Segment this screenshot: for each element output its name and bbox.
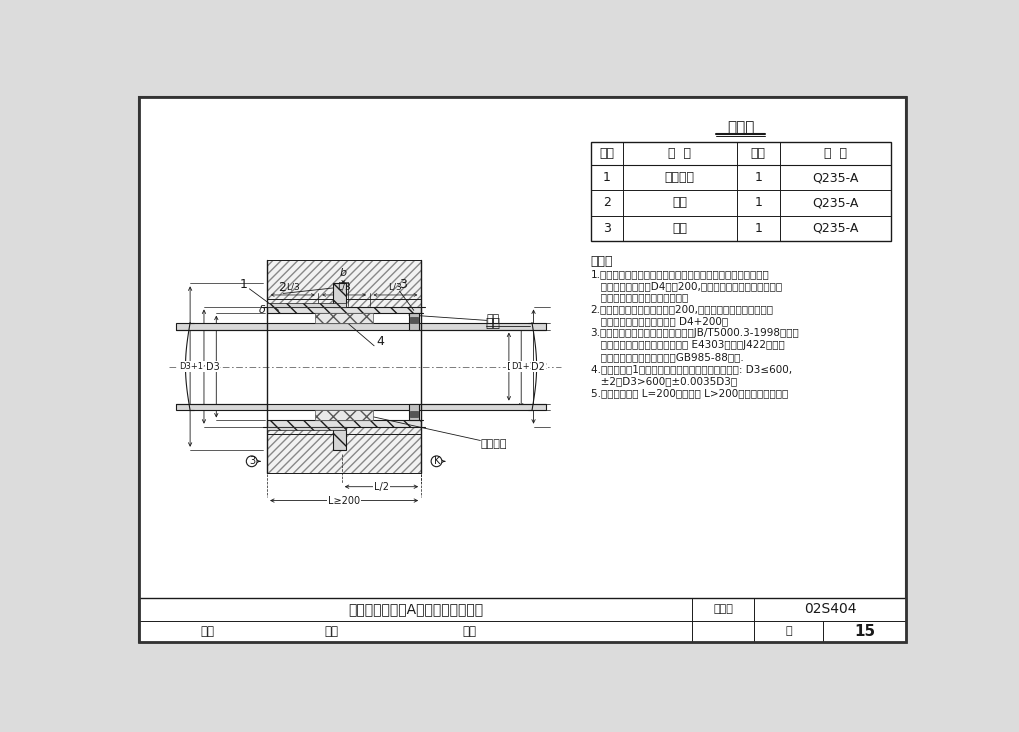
Text: 序号: 序号 (598, 147, 613, 160)
Text: 钢管: 钢管 (485, 318, 500, 330)
Text: 页: 页 (785, 627, 791, 636)
Bar (410, 317, 418, 323)
Text: 2: 2 (602, 196, 610, 209)
Text: 2: 2 (277, 281, 285, 294)
Text: 钢制套管: 钢制套管 (664, 171, 694, 184)
Bar (176, 403, 545, 411)
Text: D3+1~2: D3+1~2 (178, 362, 215, 371)
Text: 3.焊接结构尺寸公差与形位公差按照JB/T5000.3-1998执行．: 3.焊接结构尺寸公差与形位公差按照JB/T5000.3-1998执行． (590, 329, 799, 338)
Text: 4: 4 (376, 335, 384, 348)
Text: 石棉水泥: 石棉水泥 (480, 438, 506, 449)
Bar (315, 411, 372, 420)
Text: Q235-A: Q235-A (811, 196, 858, 209)
Text: 2.穿管处混凝土墙厚应不小于200,否则应使墙壁一边或两边加: 2.穿管处混凝土墙厚应不小于200,否则应使墙壁一边或两边加 (590, 305, 772, 315)
Text: 厚．加厚部分的直径至少为 D4+200．: 厚．加厚部分的直径至少为 D4+200． (590, 316, 727, 326)
Text: 焊接采用手工电弧焊，焊条型号 E4303，牌号J422．焊缝: 焊接采用手工电弧焊，焊条型号 E4303，牌号J422．焊缝 (590, 340, 784, 351)
Bar (315, 313, 372, 323)
Text: 材  料: 材 料 (823, 147, 846, 160)
Text: 设计: 设计 (463, 625, 476, 638)
Bar (267, 427, 346, 430)
Text: D1: D1 (506, 362, 520, 372)
Text: 3: 3 (602, 222, 610, 235)
Bar (267, 427, 421, 434)
Text: L/3: L/3 (285, 283, 300, 292)
Text: 图集号: 图集号 (712, 604, 733, 614)
Bar (140, 597, 905, 642)
Text: 材料表: 材料表 (727, 120, 754, 135)
Text: 3: 3 (250, 456, 256, 466)
Bar (409, 403, 419, 420)
Text: L/2: L/2 (374, 482, 388, 492)
Bar (267, 307, 421, 313)
Bar (267, 261, 421, 299)
Text: 5.套管的重量以 L=200计算，当 L>200时，应另行计算．: 5.套管的重量以 L=200计算，当 L>200时，应另行计算． (590, 388, 787, 398)
Text: 1: 1 (602, 171, 610, 184)
Text: L≥200: L≥200 (328, 496, 360, 506)
Text: 翼环: 翼环 (672, 196, 687, 209)
Text: 名  称: 名 称 (667, 147, 691, 160)
Text: δ: δ (259, 305, 265, 315)
Bar (409, 313, 419, 329)
Text: 15: 15 (853, 624, 874, 639)
Text: 1: 1 (754, 222, 761, 235)
Text: 02S404: 02S404 (803, 602, 855, 616)
Text: 内．套管内的填料应紧密捣实．: 内．套管内的填料应紧密捣实． (590, 293, 687, 302)
Text: L/3: L/3 (337, 283, 351, 292)
Text: 刚性防水套管（A型）安装图（一）: 刚性防水套管（A型）安装图（一） (347, 602, 483, 616)
Text: 校对: 校对 (324, 625, 337, 638)
Text: 3: 3 (399, 278, 407, 291)
Text: 审核: 审核 (201, 625, 215, 638)
Text: 4.当套管（件1）采用卷制成型时，周长允许偏差为: D3≤600,: 4.当套管（件1）采用卷制成型时，周长允许偏差为: D3≤600, (590, 365, 791, 374)
Bar (332, 427, 346, 449)
Text: 围应比翼环直径（D4）大200,而且必须将套管一次浇固于墙: 围应比翼环直径（D4）大200,而且必须将套管一次浇固于墙 (590, 281, 781, 291)
Text: D4: D4 (179, 362, 193, 372)
Bar (267, 420, 421, 427)
Text: 坡口的基本形式与尺寸按照GB985-88执行.: 坡口的基本形式与尺寸按照GB985-88执行. (590, 352, 743, 362)
Text: 1: 1 (754, 171, 761, 184)
Text: 挡圈: 挡圈 (672, 222, 687, 235)
Bar (267, 434, 421, 473)
Text: 1.套管穿墙处如遇非混凝土墙壁时，应改用混凝土墙壁，其浇注: 1.套管穿墙处如遇非混凝土墙壁时，应改用混凝土墙壁，其浇注 (590, 269, 768, 279)
Text: 1: 1 (754, 196, 761, 209)
Text: D3: D3 (206, 362, 219, 372)
Text: K: K (434, 456, 440, 466)
Text: 油麻: 油麻 (486, 314, 499, 324)
Circle shape (431, 456, 441, 467)
Bar (332, 283, 346, 307)
Bar (410, 411, 418, 417)
Text: 数量: 数量 (750, 147, 765, 160)
Text: Q235-A: Q235-A (811, 222, 858, 235)
Circle shape (246, 456, 257, 467)
Text: L/3: L/3 (388, 283, 401, 292)
Text: Q235-A: Q235-A (811, 171, 858, 184)
Text: 说明：: 说明： (590, 255, 612, 268)
Text: 1: 1 (239, 278, 248, 291)
Text: D2: D2 (531, 362, 544, 372)
Bar (267, 299, 421, 307)
Bar (176, 323, 545, 329)
Bar (267, 303, 346, 307)
Text: ±2，D3>600，±0.0035D3．: ±2，D3>600，±0.0035D3． (590, 376, 736, 386)
Text: D1+1~2: D1+1~2 (511, 362, 546, 371)
Bar (590, 142, 890, 241)
Text: b: b (339, 268, 346, 278)
